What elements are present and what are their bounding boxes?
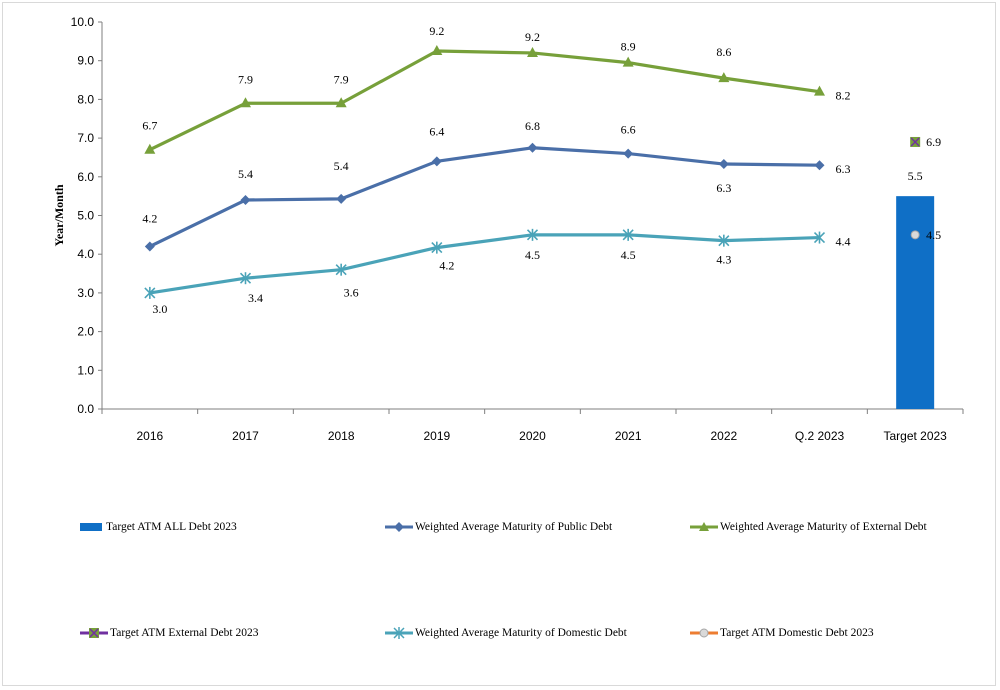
data-point-marker	[240, 195, 251, 206]
data-point-marker	[622, 228, 634, 241]
data-label: 4.5	[926, 228, 941, 242]
data-label: 8.9	[621, 40, 636, 54]
target-point-marker	[910, 230, 920, 240]
data-label: 6.9	[926, 135, 941, 149]
y-tick-label: 5.0	[77, 209, 94, 223]
data-label: 3.6	[344, 286, 359, 300]
data-point-marker	[335, 263, 347, 276]
data-label: 5.4	[238, 167, 253, 181]
data-point-marker	[144, 143, 156, 154]
target-point-marker	[910, 136, 921, 147]
data-point-marker	[814, 160, 825, 171]
data-point-marker	[623, 148, 634, 159]
series-line-1	[149, 146, 820, 248]
data-label: 3.0	[152, 302, 167, 316]
data-point-marker	[718, 72, 730, 83]
data-point-marker	[240, 97, 251, 108]
data-point-marker	[718, 159, 729, 170]
series-line-2	[149, 233, 820, 295]
data-point-marker	[431, 156, 442, 167]
y-tick-label: 1.0	[77, 363, 94, 377]
y-axis-title: Year/Month	[52, 184, 66, 246]
data-point-marker	[526, 228, 539, 241]
data-point-marker	[718, 234, 730, 247]
data-label: 7.9	[238, 72, 253, 86]
data-label: 8.2	[836, 89, 851, 103]
data-point-marker	[144, 286, 156, 299]
data-label: 7.9	[334, 72, 349, 86]
y-tick-label: 4.0	[77, 247, 94, 261]
data-label: 4.4	[836, 235, 851, 249]
x-tick-label: 2019	[423, 429, 450, 443]
data-label: 9.2	[525, 30, 540, 44]
data-point-marker	[527, 46, 538, 57]
data-point-marker	[622, 56, 634, 67]
data-label: 6.4	[429, 124, 444, 138]
y-tick-label: 2.0	[77, 325, 94, 339]
data-label: 4.3	[716, 253, 731, 267]
y-tick-label: 3.0	[77, 286, 94, 300]
data-label: 6.6	[621, 123, 636, 137]
x-tick-label: 2016	[136, 429, 163, 443]
y-tick-label: 8.0	[77, 92, 94, 106]
y-tick-label: 7.0	[77, 131, 94, 145]
data-label: 4.2	[439, 259, 454, 273]
data-label: 4.5	[621, 248, 636, 262]
data-label: 4.5	[525, 248, 540, 262]
x-tick-label: 2022	[710, 429, 737, 443]
data-label: 5.4	[334, 159, 349, 173]
data-label: 6.3	[716, 181, 731, 195]
x-tick-label: Q.2 2023	[795, 429, 845, 443]
x-tick-label: 2021	[615, 429, 642, 443]
data-label: 3.4	[248, 291, 263, 305]
y-tick-label: 10.0	[71, 15, 95, 29]
y-tick-label: 0.0	[77, 402, 94, 416]
data-label: 4.2	[142, 211, 157, 225]
data-point-marker	[813, 231, 826, 244]
data-point-marker	[336, 193, 347, 204]
x-tick-label: 2017	[232, 429, 259, 443]
y-tick-label: 9.0	[77, 54, 94, 68]
data-point-marker	[431, 241, 443, 254]
data-point-marker	[239, 272, 252, 285]
x-tick-label: 2018	[328, 429, 355, 443]
y-tick-label: 6.0	[77, 170, 94, 184]
data-point-marker	[814, 85, 825, 96]
x-tick-label: Target 2023	[883, 429, 947, 443]
data-label: 5.5	[908, 169, 923, 183]
data-label: 6.7	[142, 119, 157, 133]
data-point-marker	[431, 45, 443, 56]
data-point-marker	[144, 241, 155, 252]
series-line-0	[149, 49, 820, 152]
data-point-marker	[335, 97, 347, 108]
data-label: 6.3	[836, 162, 851, 176]
data-label: 6.8	[525, 119, 540, 133]
x-tick-label: 2020	[519, 429, 546, 443]
data-label: 8.6	[716, 45, 731, 59]
data-label: 9.2	[429, 24, 444, 38]
data-point-marker	[527, 142, 538, 153]
